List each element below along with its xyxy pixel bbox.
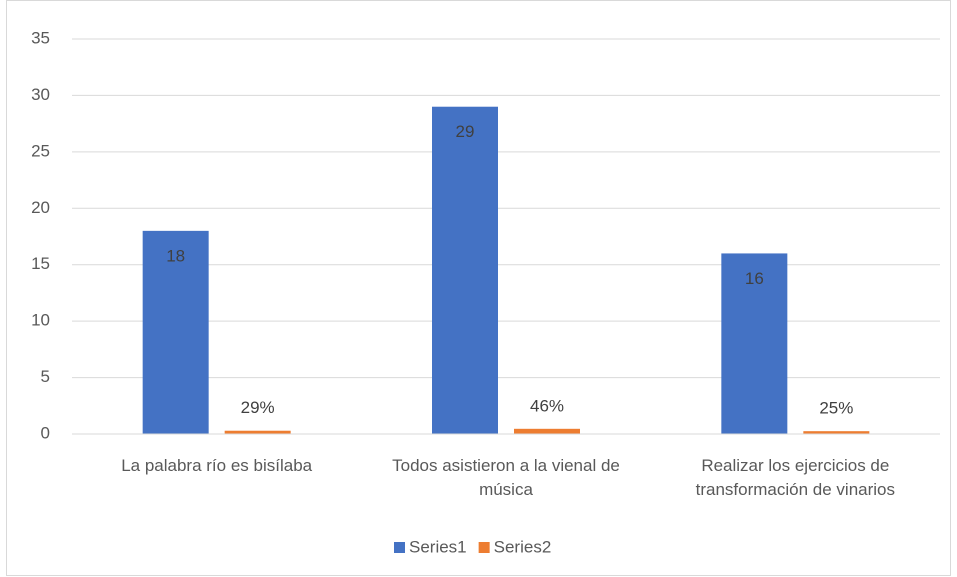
bar — [803, 431, 870, 434]
legend-label: Series1 — [409, 537, 467, 556]
legend-swatch — [478, 542, 490, 553]
bar — [721, 253, 788, 434]
y-tick-label: 10 — [31, 311, 50, 330]
y-tick-label: 5 — [41, 367, 50, 386]
y-tick-label: 20 — [31, 198, 50, 217]
bar — [514, 428, 580, 434]
y-tick-label: 30 — [31, 85, 50, 104]
x-tick-label: La palabra río es bisílaba — [121, 456, 313, 475]
y-tick-label: 0 — [41, 423, 50, 442]
bar — [224, 430, 291, 434]
legend-swatch — [394, 542, 405, 553]
data-label: 18 — [166, 246, 185, 265]
y-tick-label: 15 — [31, 254, 50, 273]
x-tick-label: Todos asistieron a la vienal de música — [392, 456, 620, 499]
bar — [432, 106, 498, 434]
bar — [142, 230, 209, 434]
data-label: 29% — [241, 398, 275, 417]
y-tick-label: 35 — [31, 28, 50, 47]
data-label: 25% — [819, 399, 853, 418]
data-label: 16 — [745, 269, 764, 288]
y-tick-label: 25 — [31, 141, 50, 160]
data-label: 46% — [530, 396, 564, 415]
legend-label: Series2 — [494, 537, 552, 556]
x-tick-label: Realizar los ejercicios de transformació… — [695, 456, 896, 499]
data-label: 29 — [456, 122, 475, 141]
